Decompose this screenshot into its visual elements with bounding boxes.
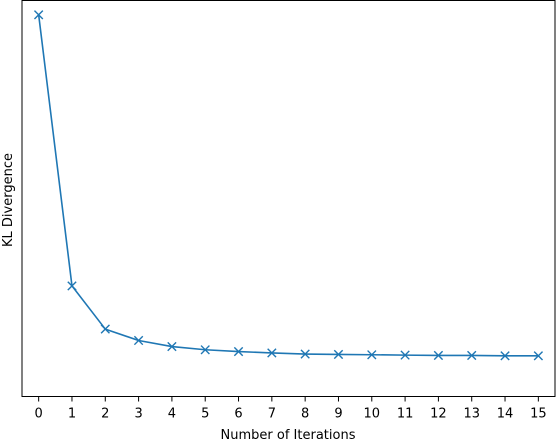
x-tick-label: 0 bbox=[35, 407, 43, 422]
x-tick-label: 5 bbox=[201, 407, 209, 422]
x-tick-label: 2 bbox=[101, 407, 109, 422]
x-tick-label: 15 bbox=[530, 407, 547, 422]
y-axis-label: KL Divergence bbox=[1, 153, 16, 247]
x-tick-label: 6 bbox=[234, 407, 242, 422]
data-point-marker bbox=[267, 348, 277, 358]
plot-frame bbox=[21, 0, 556, 397]
data-point-marker bbox=[533, 351, 544, 361]
series-layer bbox=[33, 10, 544, 361]
data-point-marker bbox=[367, 350, 377, 360]
data-point-marker bbox=[300, 349, 310, 359]
data-point-marker bbox=[100, 324, 110, 334]
data-point-marker bbox=[200, 345, 210, 355]
x-tick-label: 10 bbox=[364, 407, 381, 422]
data-point-marker bbox=[133, 335, 144, 346]
data-point-marker bbox=[500, 351, 510, 361]
x-tick-label: 14 bbox=[497, 407, 514, 422]
x-tick-label: 1 bbox=[68, 407, 76, 422]
x-tick-label: 13 bbox=[463, 407, 480, 422]
data-point-marker bbox=[167, 341, 177, 352]
series-line bbox=[37, 14, 539, 357]
data-point-marker bbox=[467, 350, 477, 361]
data-point-marker bbox=[400, 350, 410, 360]
x-tick-label: 12 bbox=[430, 407, 447, 422]
x-tick-label: 7 bbox=[268, 407, 276, 422]
data-point-marker bbox=[67, 281, 77, 291]
x-axis-label: Number of Iterations bbox=[221, 428, 356, 440]
x-tick-label: 8 bbox=[301, 407, 309, 422]
data-point-marker bbox=[33, 10, 44, 20]
x-tick-label: 9 bbox=[334, 407, 342, 422]
data-point-marker bbox=[433, 350, 444, 361]
x-tick-label: 3 bbox=[134, 407, 142, 422]
x-tick-label: 4 bbox=[168, 407, 176, 422]
x-tick-label: 11 bbox=[397, 407, 414, 422]
data-point-marker bbox=[233, 346, 244, 357]
data-point-marker bbox=[333, 349, 344, 360]
x-axis: 0 1 2 3 4 5 6 7 8 9 10 11 12 13 14 15 bbox=[35, 396, 547, 422]
